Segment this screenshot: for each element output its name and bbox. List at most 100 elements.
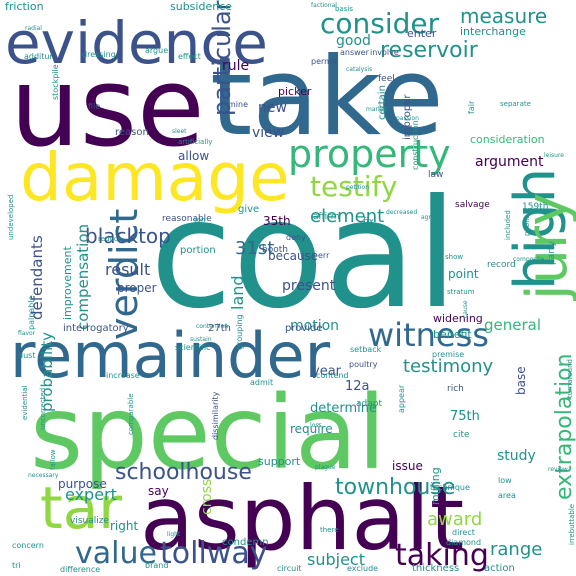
word-increase: increase (106, 370, 140, 380)
word-difference: difference (60, 564, 101, 574)
word-support: support (258, 455, 301, 469)
word-testify: testify (310, 169, 398, 203)
word-159th: 159th (522, 201, 549, 212)
word-salvage: salvage (455, 199, 490, 210)
word-law: law (428, 169, 444, 180)
word-affirm: affirm (313, 211, 340, 222)
word-say: say (148, 484, 169, 499)
word-additur: additur (24, 51, 53, 61)
word-reduce: reduce (98, 235, 123, 244)
word-testimony: testimony (403, 355, 494, 377)
word-new: new (258, 99, 287, 116)
word-contend: contend (316, 370, 349, 380)
word-review: review (548, 466, 568, 474)
word-basis: basis (335, 5, 353, 14)
word-widening: widening (433, 312, 483, 326)
word-consideration: consideration (470, 133, 545, 147)
word-witness: witness (368, 316, 489, 355)
word-evidence: evidence (5, 8, 268, 77)
word-direct: direct (452, 527, 475, 537)
word-35th: 35th (263, 214, 291, 229)
word-result: result (105, 260, 151, 280)
word-fallow: fallow (49, 449, 57, 470)
word-cause: cause (462, 300, 469, 318)
word-fair: fair (467, 100, 476, 114)
word-necessary: necessary (28, 472, 59, 480)
word-allow: allow (178, 149, 210, 164)
word-technique: technique (430, 482, 470, 492)
word-take: take (210, 34, 444, 160)
word-market: market (366, 106, 388, 114)
word-admit: admit (250, 377, 274, 387)
word-feel: feel (378, 73, 395, 84)
word-year: year (312, 363, 342, 379)
word-schoolhouse: schoolhouse (115, 460, 252, 486)
word-motion: motion (290, 317, 340, 334)
word-light: light (167, 531, 181, 539)
word-coal: coal (150, 168, 458, 342)
word-argue: argue (145, 45, 169, 55)
word-evidential: evidential (21, 385, 29, 420)
word-townhouse: townhouse (335, 475, 456, 501)
word-artificially: artificially (178, 138, 213, 147)
word-brand: brand (145, 560, 169, 570)
word-factional: factional (311, 2, 337, 10)
word-irrebuttable: irrebuttable (568, 503, 576, 545)
word-taking: taking (395, 538, 489, 573)
word-special: special (30, 374, 386, 494)
word-75th: 75th (450, 408, 480, 424)
word-concern: concern (12, 540, 44, 550)
word-interchange: interchange (460, 25, 526, 39)
word-interrogatory: interrogatory (63, 323, 129, 334)
word-there: there (320, 526, 339, 535)
word-construction: construction (411, 120, 420, 170)
word-grouping: grouping (235, 314, 244, 350)
word-ton: ton (194, 216, 206, 225)
word-turnaround: turnaround (566, 359, 574, 398)
word-poultry: poultry (349, 359, 378, 369)
word-proper: proper (117, 281, 157, 296)
word-fix: fix (363, 216, 374, 227)
word-stratum: stratum (447, 288, 475, 297)
word-dressing: dressing (82, 49, 116, 59)
word-booth: booth (262, 244, 288, 255)
word-give: give (238, 204, 260, 215)
word-comparable: comparable (127, 393, 135, 435)
word-31st: 31st (235, 237, 275, 259)
word-contention: contention (196, 323, 229, 331)
word-because: because (268, 249, 319, 264)
word-issue: issue (392, 459, 423, 474)
word-visualize: visualize (70, 515, 109, 526)
word-answer: answer (340, 47, 369, 57)
word-base: base (514, 366, 528, 395)
word-diamond: diamond (446, 537, 482, 547)
word-plague: plague (315, 464, 336, 472)
word-present: present (282, 277, 336, 294)
word-show: show (445, 253, 464, 262)
word-involve: involve (370, 47, 399, 57)
word-rich: rich (447, 383, 464, 394)
word-reason: reason (115, 127, 149, 138)
word-blacktop: blacktop (85, 224, 171, 248)
word-condemn: condemn (222, 537, 269, 548)
word-party: party (547, 241, 557, 265)
word-rule: rule (222, 57, 250, 74)
word-certain: certain (377, 85, 388, 120)
word-subject: subject (307, 550, 365, 570)
word-radial: radial (25, 25, 42, 33)
word-low: low (498, 475, 512, 485)
word-area: area (498, 490, 516, 500)
word-uncorrected: uncorrected (39, 387, 47, 430)
word-damage: damage (20, 139, 290, 217)
word-tri: tri (12, 560, 21, 570)
word-purpose: purpose (58, 477, 107, 492)
word-consider: consider (320, 6, 440, 40)
word-thickness: thickness (412, 563, 460, 574)
word-exclude: exclude (347, 563, 379, 573)
word-reasonable: reasonable (162, 213, 212, 224)
word-tar: tar (40, 473, 123, 542)
word-land: land (228, 275, 247, 310)
word-public: public (523, 214, 531, 236)
word-point: point (448, 267, 479, 282)
